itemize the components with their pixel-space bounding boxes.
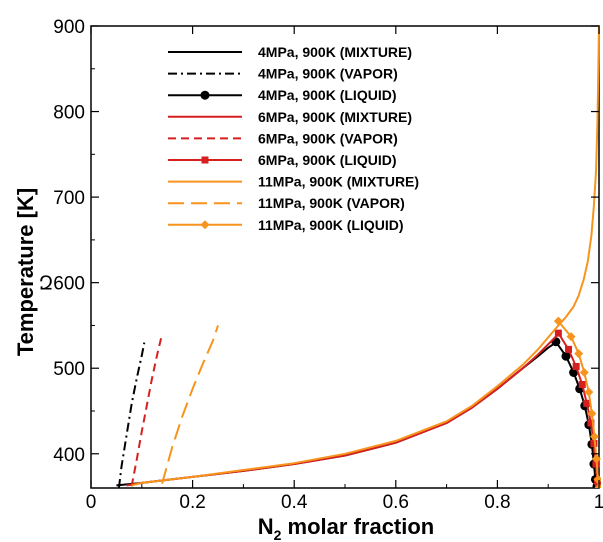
series-2 [551, 337, 601, 488]
series-7 [161, 325, 219, 484]
legend-label-1: 4MPa, 900K (VAPOR) [258, 66, 398, 82]
legend-marker-5 [201, 156, 209, 164]
legend-label-4: 6MPa, 900K (VAPOR) [258, 130, 398, 146]
x-tick-label-2: 0.4 [281, 492, 308, 513]
legend-item-1: 4MPa, 900K (VAPOR) [168, 66, 398, 82]
series-line-4 [130, 333, 164, 487]
legend-item-7: 11MPa, 900K (VAPOR) [168, 195, 405, 211]
legend-label-7: 11MPa, 900K (VAPOR) [258, 195, 405, 211]
series-5-point-6 [590, 440, 598, 448]
legend-marker-8 [200, 220, 210, 230]
series-5-point-0 [554, 329, 562, 337]
legend-item-5: 6MPa, 900K (LIQUID) [168, 152, 396, 168]
x-axis-title-main: N [258, 514, 274, 539]
legend-item-0: 4MPa, 900K (MIXTURE) [168, 44, 412, 60]
series-8 [553, 316, 601, 488]
series-8-point-0 [553, 316, 563, 326]
y-tick-label-0: 400 [53, 445, 85, 466]
x-tick-label-0: 0 [86, 492, 97, 513]
x-tick-label-1: 0.2 [179, 492, 205, 513]
series-line-6 [131, 25, 600, 487]
series-5-point-1 [565, 345, 573, 353]
series-5-point-4 [583, 399, 591, 407]
series-8-point-4 [584, 387, 594, 397]
y-tick-label-3: 700 [53, 188, 85, 209]
series-layer [116, 25, 601, 488]
y-tick-label-1: 500 [53, 359, 85, 380]
legend-label-8: 11MPa, 900K (LIQUID) [258, 217, 404, 233]
x-axis-title: N2 molar fraction [258, 514, 435, 542]
x-tick-label-3: 0.6 [383, 492, 409, 513]
legend-item-2: 4MPa, 900K (LIQUID) [168, 87, 396, 103]
series-3 [126, 333, 560, 487]
x-tick-label-5: 1 [594, 492, 603, 513]
legend: 4MPa, 900K (MIXTURE) 4MPa, 900K (VAPOR) 4M… [168, 44, 419, 233]
series-8-point-5 [587, 409, 597, 419]
y-tick-label-2: Զ600 [39, 274, 85, 295]
series-8-point-2 [574, 349, 584, 359]
series-5-point-5 [587, 419, 595, 427]
series-4 [130, 333, 164, 487]
legend-item-6: 11MPa, 900K (MIXTURE) [168, 174, 419, 190]
legend-item-8: 11MPa, 900K (LIQUID) [168, 217, 404, 233]
series-line-3 [126, 333, 560, 487]
legend-label-3: 6MPa, 900K (MIXTURE) [258, 109, 412, 125]
legend-item-3: 6MPa, 900K (MIXTURE) [168, 109, 412, 125]
series-line-8 [557, 320, 600, 488]
x-axis-title-sub: 2 [274, 527, 282, 542]
y-tick-label-4: 800 [53, 103, 85, 124]
series-2-point-1 [561, 351, 571, 361]
legend-label-5: 6MPa, 900K (LIQUID) [258, 152, 396, 168]
series-5-point-3 [578, 380, 586, 388]
y-axis-title: Temperature [K] [13, 188, 38, 356]
legend-label-6: 11MPa, 900K (MIXTURE) [258, 174, 419, 190]
legend-label-2: 4MPa, 900K (LIQUID) [258, 87, 396, 103]
series-5-point-2 [572, 363, 580, 371]
series-6 [131, 25, 600, 487]
ticks-layer: 0 0.2 0.4 0.6 0.8 1 400 500 Զ600 700 800 900 [39, 17, 603, 513]
legend-marker-2 [200, 90, 210, 100]
series-line-7 [161, 325, 219, 484]
series-8-point-7 [591, 454, 601, 464]
series-8-point-6 [589, 432, 599, 442]
series-line-1 [117, 342, 146, 488]
legend-item-4: 6MPa, 900K (VAPOR) [168, 130, 398, 146]
series-8-point-3 [579, 368, 589, 377]
series-2-point-2 [569, 368, 579, 377]
series-1 [117, 342, 146, 488]
legend-label-0: 4MPa, 900K (MIXTURE) [258, 44, 412, 60]
series-8-point-1 [566, 332, 576, 342]
y-tick-label-5: 900 [53, 17, 85, 38]
x-tick-label-4: 0.8 [484, 492, 510, 513]
x-axis-title-rest: molar fraction [281, 514, 434, 539]
